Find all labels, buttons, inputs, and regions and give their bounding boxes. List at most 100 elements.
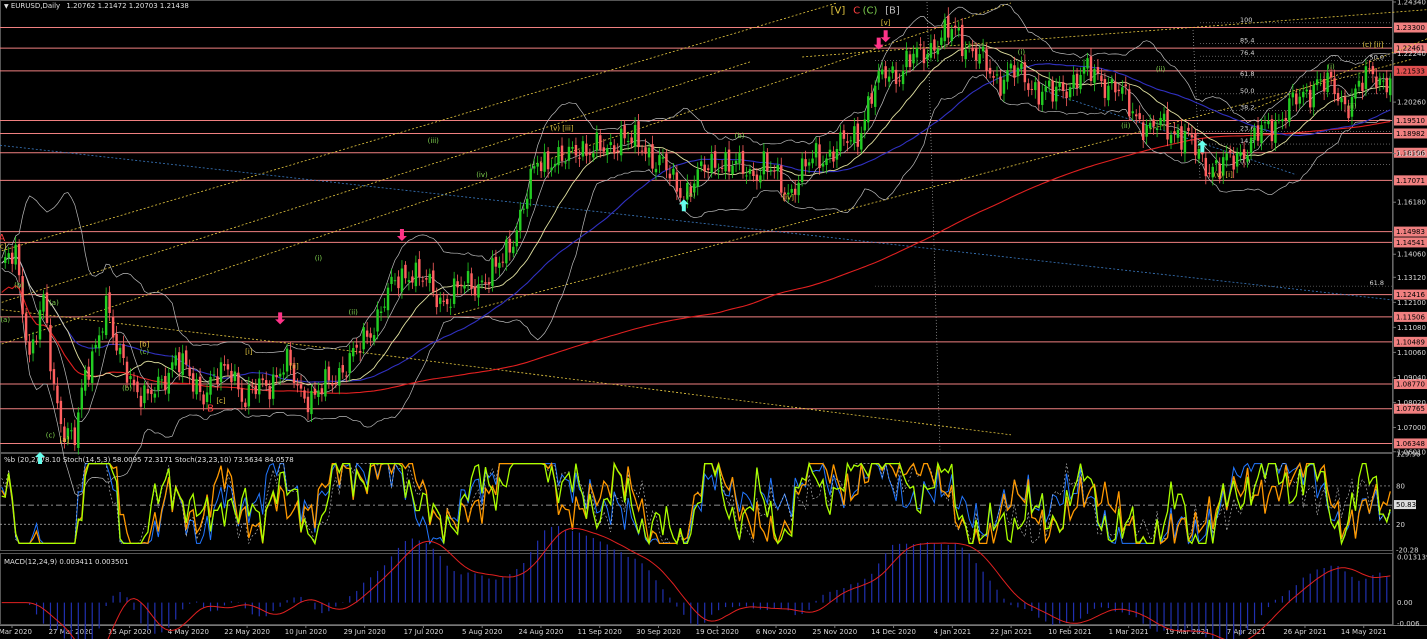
- dropdown-icon[interactable]: ▼: [4, 3, 9, 10]
- candle-body: [619, 128, 623, 156]
- candle-body: [1190, 134, 1194, 138]
- candle-body: [1295, 93, 1298, 105]
- candle-body: [814, 143, 818, 158]
- candle-body: [999, 76, 1002, 96]
- candle-body: [320, 388, 324, 395]
- candle-body: [244, 402, 247, 408]
- candle-body: [985, 49, 988, 71]
- candle-body: [421, 280, 425, 282]
- candle-body: [150, 389, 153, 395]
- candle-body: [1138, 113, 1141, 120]
- bollinger-lower: [1, 74, 1391, 497]
- candle-body: [532, 166, 536, 169]
- candle-body: [1155, 128, 1159, 130]
- candle-body: [929, 43, 933, 58]
- candle-body: [1284, 118, 1288, 121]
- candle-body: [310, 390, 313, 415]
- candle-body: [111, 316, 115, 338]
- wave-label: (v) [i]: [1214, 171, 1234, 179]
- candle-body: [727, 149, 731, 172]
- wave-label: (a): [0, 316, 10, 324]
- candle-body: [992, 76, 995, 78]
- fib-label: 50.0: [1370, 54, 1384, 62]
- candle-body: [1336, 93, 1340, 102]
- candle-body: [1242, 149, 1246, 159]
- wave-label: (ii): [1156, 66, 1166, 74]
- candle-body: [195, 379, 198, 395]
- candle-body: [108, 292, 111, 313]
- candle-body: [31, 339, 35, 354]
- candle-body: [651, 144, 654, 169]
- candle-body: [358, 351, 362, 353]
- wave-label: (ii): [1347, 102, 1357, 110]
- candle-body: [1135, 114, 1138, 117]
- candle-body: [1030, 88, 1034, 90]
- candle-body: [1041, 91, 1044, 105]
- candle-body: [978, 54, 981, 64]
- candle-body: [898, 80, 901, 82]
- candle-body: [442, 300, 445, 302]
- candle-body: [1322, 78, 1326, 92]
- candle-body: [275, 374, 278, 378]
- candle-body: [198, 376, 202, 393]
- candle-body: [1378, 78, 1382, 86]
- candle-body: [261, 378, 264, 381]
- candle-body: [338, 368, 341, 386]
- candle-body: [947, 15, 950, 38]
- candle-body: [24, 313, 28, 341]
- candle-body: [299, 383, 303, 389]
- buy-arrow-icon: [35, 452, 46, 464]
- price-level-value: 1.19510: [1396, 117, 1425, 125]
- fib-label: 76.4: [1240, 49, 1254, 57]
- candle-body: [365, 330, 369, 337]
- candle-body: [494, 256, 498, 267]
- candle-body: [567, 146, 571, 161]
- candle-body: [1169, 134, 1173, 144]
- candle-body: [21, 276, 24, 315]
- candle-body: [853, 126, 856, 143]
- candle-body: [456, 281, 459, 288]
- candle-body: [1013, 65, 1016, 78]
- candle-body: [146, 388, 150, 394]
- candle-body: [780, 165, 783, 193]
- fib-label: 61.8: [1370, 279, 1384, 287]
- sell-arrow-icon: [396, 228, 407, 241]
- candle-body: [1215, 160, 1218, 164]
- price-level-value: 1.14983: [1396, 228, 1425, 236]
- candle-body: [1382, 80, 1385, 82]
- candle-body: [411, 276, 414, 283]
- candle-body: [91, 351, 94, 383]
- price-levels: 1.23300 1.22461 1.21533 1.19510 1.18982 1.181…: [0, 22, 1427, 449]
- candle-body: [675, 172, 679, 192]
- candle-body: [1110, 79, 1114, 84]
- wave-label: (i): [1018, 49, 1026, 57]
- candle-body: [508, 238, 512, 253]
- candle-body: [630, 137, 633, 143]
- channel-line: [1254, 38, 1427, 109]
- candle-body: [974, 48, 978, 61]
- candle-body: [933, 39, 936, 51]
- wave-label: A: [0, 233, 5, 244]
- candle-body: [334, 382, 338, 384]
- candle-body: [519, 209, 522, 231]
- candle-body: [247, 385, 251, 407]
- candle-body: [484, 282, 487, 284]
- candle-body: [790, 188, 793, 193]
- candle-body: [672, 168, 675, 175]
- bollinger-upper: [1, 3, 1391, 354]
- candle-body: [56, 385, 59, 404]
- wave-label: [b]: [139, 340, 149, 348]
- candle-body: [296, 384, 299, 386]
- candle-body: [226, 364, 230, 370]
- candle-body: [665, 153, 668, 171]
- stochastic-axis-label: 80: [1396, 482, 1405, 490]
- candle-body: [950, 29, 953, 42]
- candle-body: [1183, 131, 1187, 154]
- candle-body: [1274, 121, 1277, 143]
- candle-body: [835, 149, 839, 160]
- candle-body: [658, 155, 661, 166]
- candle-body: [28, 341, 31, 355]
- candle-body: [1333, 78, 1336, 94]
